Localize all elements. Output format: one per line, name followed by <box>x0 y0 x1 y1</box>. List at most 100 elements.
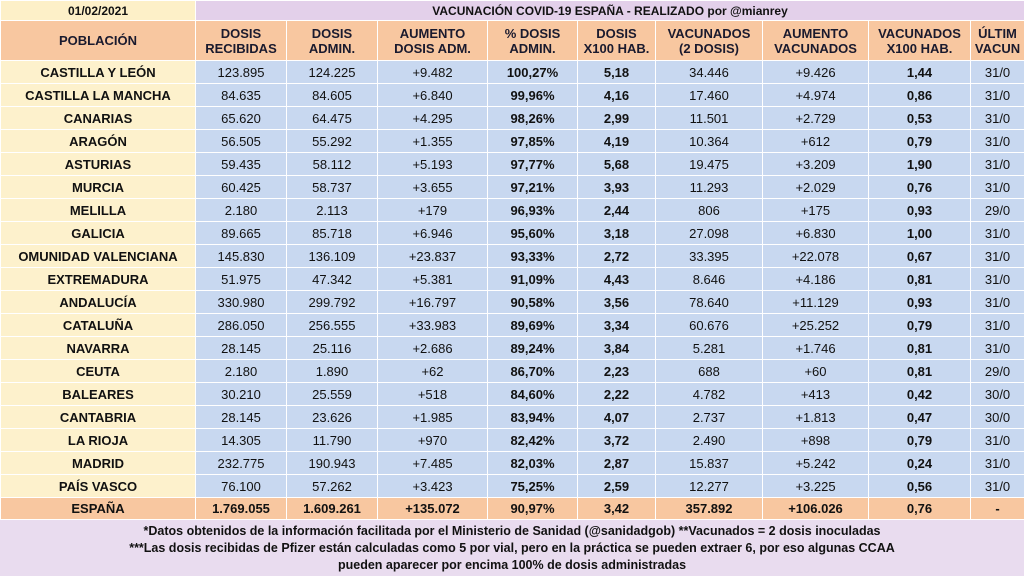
region-name: CASTILLA LA MANCHA <box>0 83 196 107</box>
header-line: AUMENTO <box>782 25 849 41</box>
cell: 34.446 <box>655 60 763 84</box>
cell: +33.983 <box>377 313 488 337</box>
cell: 3,34 <box>577 313 656 337</box>
cell: 4,07 <box>577 405 656 429</box>
cell: 2.180 <box>195 198 287 222</box>
cell: 33.395 <box>655 244 763 268</box>
table-row: MADRID 232.775 190.943 +7.485 82,03% 2,87 15.8… <box>0 451 1024 475</box>
cell: 190.943 <box>286 451 378 475</box>
region-name: PAÍS VASCO <box>0 474 196 498</box>
cell: 5.281 <box>655 336 763 360</box>
cell: 95,60% <box>487 221 578 245</box>
cell: 97,85% <box>487 129 578 153</box>
table-row: BALEARES 30.210 25.559 +518 84,60% 2,22 4.782 +… <box>0 382 1024 406</box>
cell: 330.980 <box>195 290 287 314</box>
table-row: GALICIA 89.665 85.718 +6.946 95,60% 3,18 27.09… <box>0 221 1024 245</box>
header-line: RECIBIDAS <box>205 40 277 56</box>
cell: 58.112 <box>286 152 378 176</box>
table-row: ARAGÓN 56.505 55.292 +1.355 97,85% 4,19 10.364… <box>0 129 1024 153</box>
header-line: DOSIS <box>596 25 637 41</box>
cell: 28.145 <box>195 336 287 360</box>
cell: 31/0 <box>969 60 1024 84</box>
total-cell: 1.769.055 <box>195 497 287 520</box>
cell: 124.225 <box>286 60 378 84</box>
cell: +16.797 <box>377 290 488 314</box>
region-name: CANTABRIA <box>0 405 196 429</box>
cell: 0,53 <box>868 106 971 130</box>
cell: +4.974 <box>762 83 869 107</box>
cell: 75,25% <box>487 474 578 498</box>
header-line: (2 DOSIS) <box>679 40 739 56</box>
cell: +1.813 <box>762 405 869 429</box>
region-name: LA RIOJA <box>0 428 196 452</box>
header-line: ADMIN. <box>308 40 356 56</box>
cell: 1,44 <box>868 60 971 84</box>
table-row: CANARIAS 65.620 64.475 +4.295 98,26% 2,99 11.5… <box>0 106 1024 130</box>
cell: 1,00 <box>868 221 971 245</box>
column-header: DOSIS ADMIN. <box>286 20 378 61</box>
cell: 0,81 <box>868 336 971 360</box>
cell: 47.342 <box>286 267 378 291</box>
cell: 64.475 <box>286 106 378 130</box>
region-name: MURCIA <box>0 175 196 199</box>
region-name: ASTURIAS <box>0 152 196 176</box>
cell: 0,79 <box>868 313 971 337</box>
cell: 4,16 <box>577 83 656 107</box>
cell: 299.792 <box>286 290 378 314</box>
cell: 29/0 <box>969 198 1024 222</box>
cell: +518 <box>377 382 488 406</box>
cell: 97,77% <box>487 152 578 176</box>
cell: 5,18 <box>577 60 656 84</box>
cell: 31/0 <box>969 336 1024 360</box>
cell: 82,03% <box>487 451 578 475</box>
region-name: GALICIA <box>0 221 196 245</box>
total-cell: 3,42 <box>577 497 656 520</box>
cell: +2.686 <box>377 336 488 360</box>
cell: 15.837 <box>655 451 763 475</box>
region-name: OMUNIDAD VALENCIANA <box>0 244 196 268</box>
table-row: ASTURIAS 59.435 58.112 +5.193 97,77% 5,68 19.4… <box>0 152 1024 176</box>
cell: 2.490 <box>655 428 763 452</box>
cell: 84.635 <box>195 83 287 107</box>
cell: 806 <box>655 198 763 222</box>
cell: 19.475 <box>655 152 763 176</box>
region-name: CASTILLA Y LEÓN <box>0 60 196 84</box>
cell: 31/0 <box>969 221 1024 245</box>
cell: 31/0 <box>969 290 1024 314</box>
cell: 31/0 <box>969 83 1024 107</box>
total-cell: 90,97% <box>487 497 578 520</box>
cell: +7.485 <box>377 451 488 475</box>
column-header: VACUNADOS (2 DOSIS) <box>655 20 763 61</box>
header-line: DOSIS ADM. <box>394 40 471 56</box>
cell: 0,81 <box>868 267 971 291</box>
cell: 25.559 <box>286 382 378 406</box>
cell: 1,90 <box>868 152 971 176</box>
header-line: VACUNADOS <box>878 25 961 41</box>
cell: 31/0 <box>969 129 1024 153</box>
cell: +25.252 <box>762 313 869 337</box>
cell: 99,96% <box>487 83 578 107</box>
cell: +9.426 <box>762 60 869 84</box>
cell: 76.100 <box>195 474 287 498</box>
cell: +3.423 <box>377 474 488 498</box>
table-row: MELILLA 2.180 2.113 +179 96,93% 2,44 806 +175 0,… <box>0 198 1024 222</box>
cell: 29/0 <box>969 359 1024 383</box>
cell: +6.830 <box>762 221 869 245</box>
header-line: DOSIS <box>311 25 353 41</box>
cell: 256.555 <box>286 313 378 337</box>
cell: 0,42 <box>868 382 971 406</box>
table-row: NAVARRA 28.145 25.116 +2.686 89,24% 3,84 5.281… <box>0 336 1024 360</box>
header-line: ÚLTIM <box>978 25 1017 41</box>
cell: 84.605 <box>286 83 378 107</box>
cell: 78.640 <box>655 290 763 314</box>
region-name: BALEARES <box>0 382 196 406</box>
cell: 58.737 <box>286 175 378 199</box>
cell: 31/0 <box>969 267 1024 291</box>
region-name: EXTREMADURA <box>0 267 196 291</box>
cell: 11.790 <box>286 428 378 452</box>
cell: 2,59 <box>577 474 656 498</box>
region-name: ARAGÓN <box>0 129 196 153</box>
cell: 60.425 <box>195 175 287 199</box>
cell: 55.292 <box>286 129 378 153</box>
cell: 2,72 <box>577 244 656 268</box>
